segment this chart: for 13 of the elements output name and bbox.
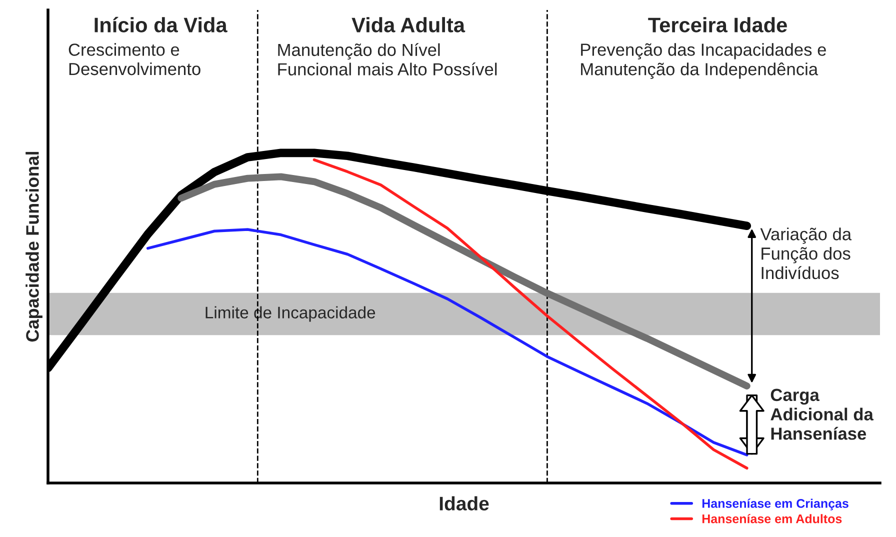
y-axis-title: Capacidade Funcional <box>26 152 42 342</box>
text: Carga Adicional da Hanseníase <box>770 388 874 440</box>
annotation: Variação da Função dos Indivíduos <box>760 228 852 280</box>
text: Manutenção do Nível Funcional mais Alto Possível <box>278 43 497 76</box>
text: Prevenção das Incapacidades e Manutenção da Independência <box>581 43 826 79</box>
text: Terceira Idade <box>648 17 787 32</box>
text: Vida Adulta <box>352 17 466 32</box>
band-label: Limite de Incapacidade <box>206 306 376 322</box>
x-axis-title: Idade <box>440 496 489 510</box>
legend-label: Hanseníase em Adultos <box>702 514 842 524</box>
text: Crescimento e Desenvolvimento <box>68 43 200 76</box>
text: Início da Vida <box>94 16 228 32</box>
legend-label: Hanseníase em Crianças <box>702 498 848 510</box>
